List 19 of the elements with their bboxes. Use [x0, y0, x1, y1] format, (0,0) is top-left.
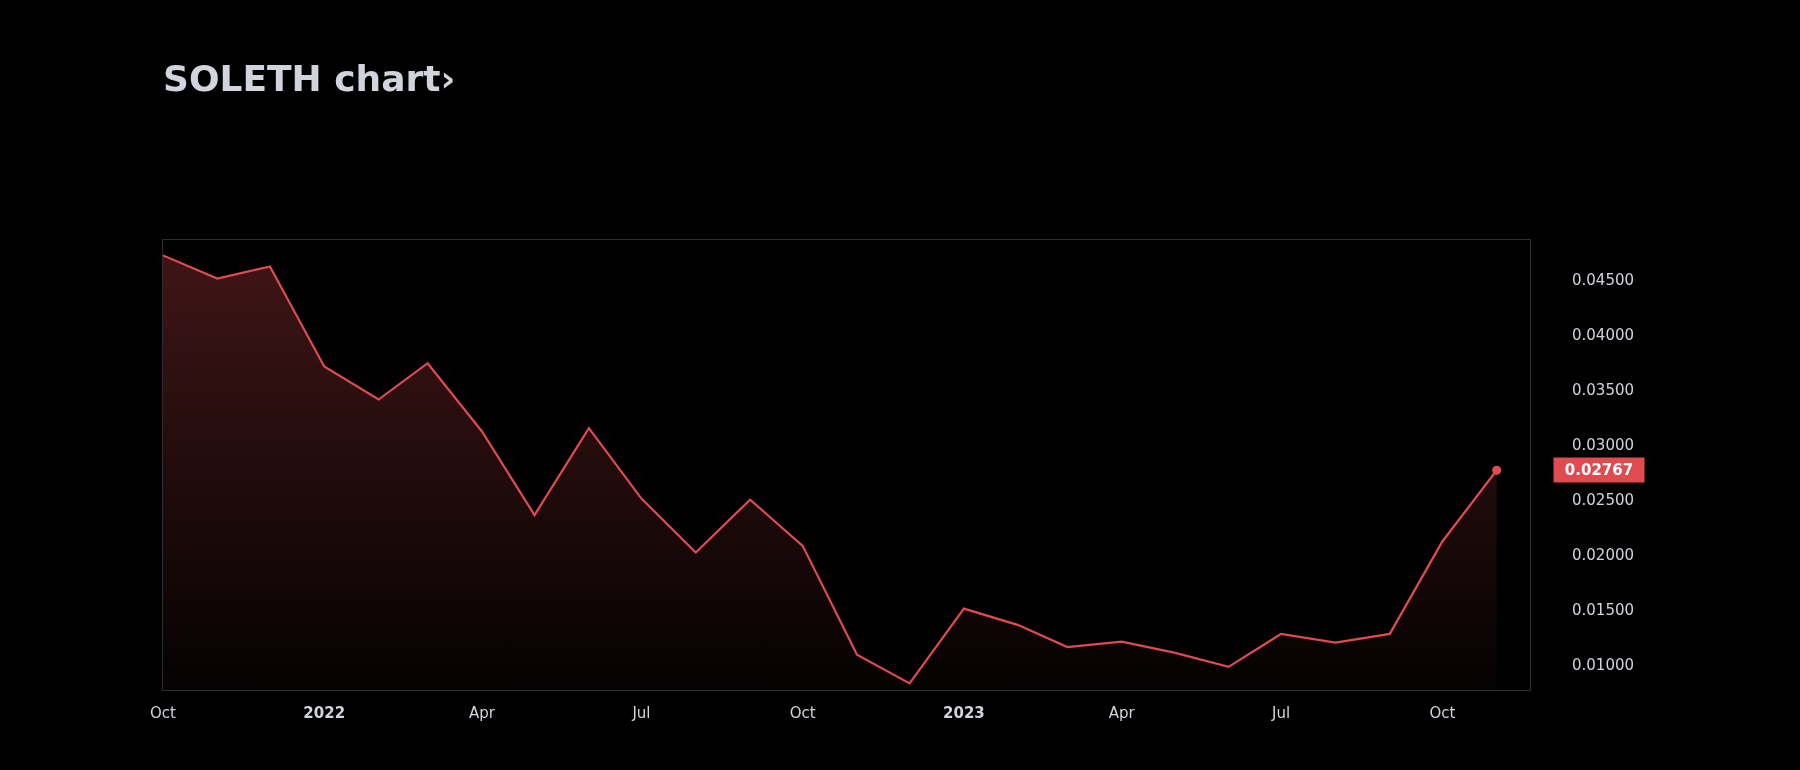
x-tick-label: 2023	[943, 704, 985, 722]
y-tick-label: 0.03000	[1572, 435, 1635, 454]
y-tick-label: 0.01500	[1572, 600, 1635, 619]
y-tick-label: 0.01000	[1572, 655, 1635, 674]
x-tick-label: Oct	[150, 704, 177, 722]
x-tick-label: Oct	[789, 704, 816, 722]
y-tick-label: 0.04500	[1572, 270, 1635, 289]
y-tick-label: 0.02000	[1572, 545, 1635, 564]
x-tick-label: Jul	[631, 704, 651, 722]
x-tick-label: Jul	[1271, 704, 1291, 722]
x-tick-label: Apr	[1108, 704, 1136, 722]
y-tick-label: 0.02500	[1572, 490, 1635, 509]
text: 0.02767	[1564, 461, 1634, 479]
y-tick-label: 0.04000	[1572, 325, 1635, 344]
x-tick-label: 2022	[303, 704, 346, 722]
x-tick-label: Oct	[1429, 704, 1456, 722]
y-tick-label: 0.03500	[1572, 380, 1635, 399]
chart-title: SOLETH chart›	[163, 57, 456, 99]
x-tick-label: Apr	[468, 704, 496, 722]
